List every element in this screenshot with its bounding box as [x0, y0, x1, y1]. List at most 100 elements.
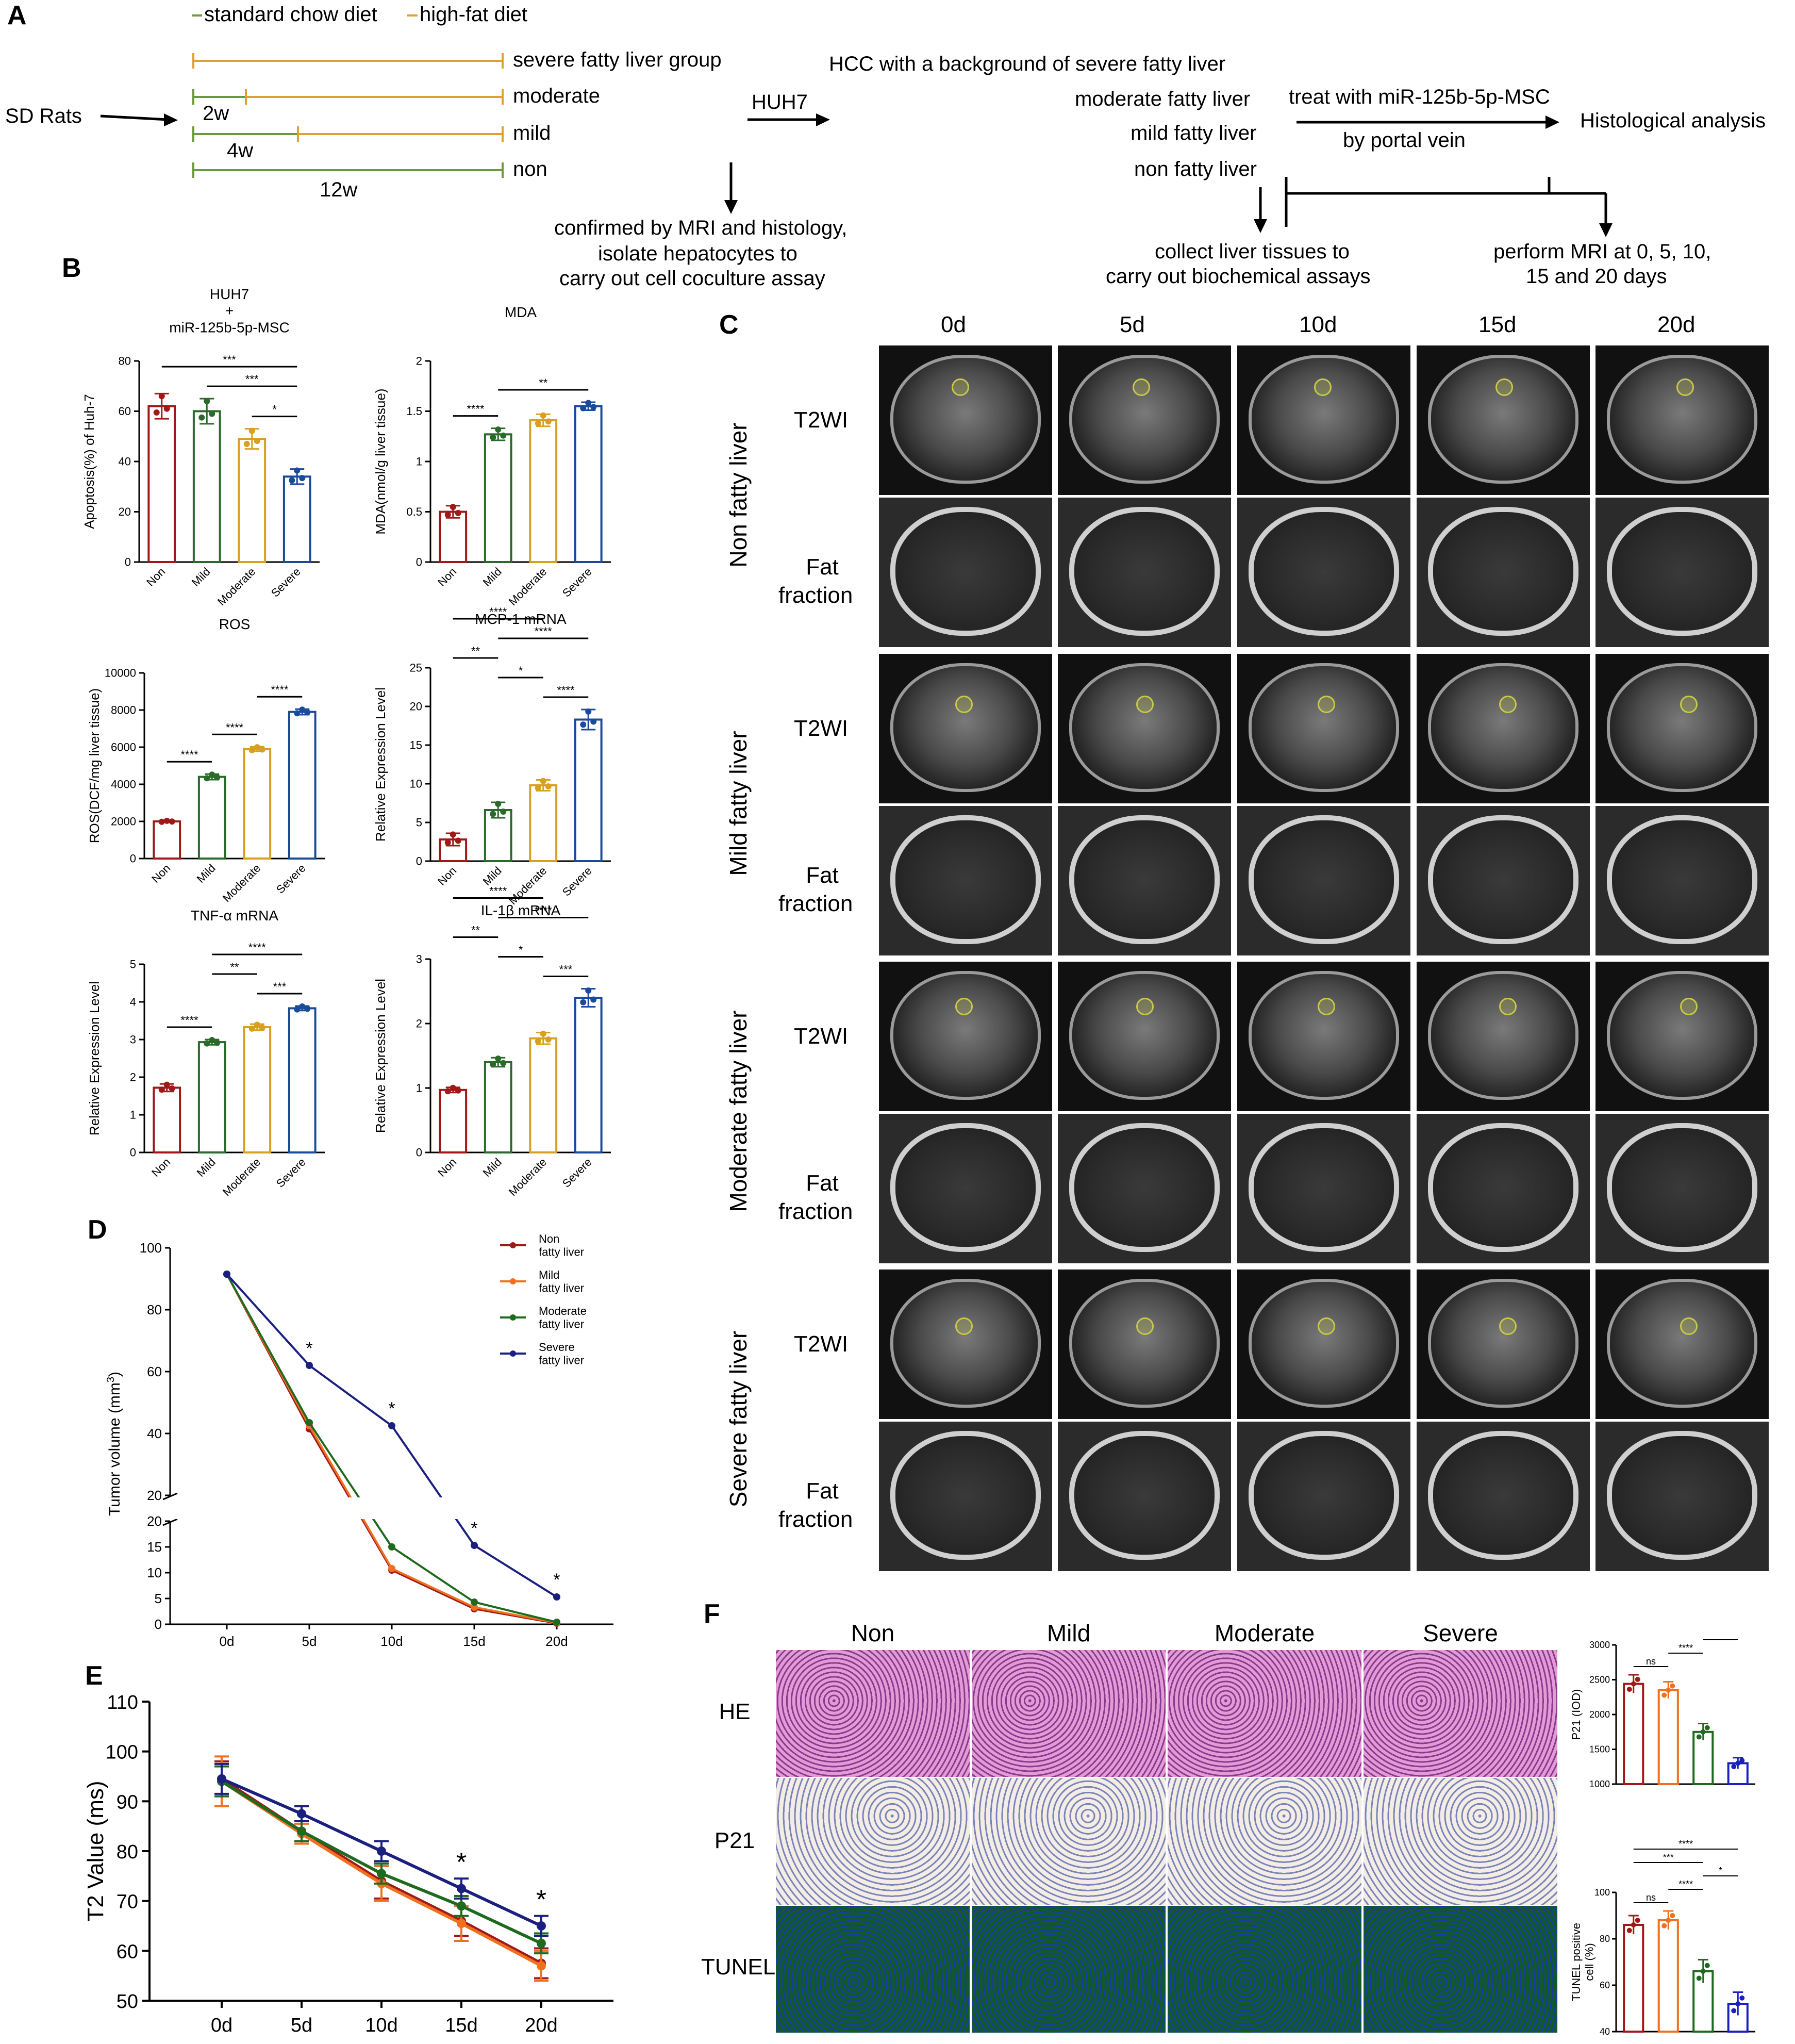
E-series-line — [221, 1780, 542, 1945]
E-x-tick-label: 0d — [211, 2015, 232, 2036]
E-sig-label: * — [536, 1885, 546, 1915]
B3-ylabel-line: ROS(DCF/mg liver tissue) — [87, 688, 102, 843]
right-mild: mild fatty liver — [1131, 122, 1257, 144]
B4-bar — [529, 784, 558, 862]
B1-y-tick-label: 40 — [119, 455, 131, 468]
E-point — [457, 1884, 466, 1893]
mri-fat-fraction-image — [1595, 1422, 1769, 1571]
B2-category-label: Moderate — [506, 565, 549, 608]
B1-sig-label: *** — [245, 373, 259, 386]
B2-category-label: Mild — [480, 565, 504, 589]
F2-dot — [1731, 2008, 1737, 2014]
histology-label: Histological analysis — [1580, 109, 1766, 132]
B5-y-tick-label: 2 — [130, 1071, 136, 1084]
histology-image — [972, 1650, 1166, 1777]
F2-bar — [1623, 1924, 1644, 2033]
B5-sig-label: **** — [180, 1014, 198, 1027]
histology-image — [1364, 1778, 1557, 1905]
D-legend-dot — [510, 1278, 516, 1284]
E-x-tick-label: 5d — [291, 2015, 312, 2036]
B5-dot — [248, 1025, 255, 1032]
B1-title-line: HUH7 — [210, 286, 249, 302]
legend-chow: standard chow diet — [204, 3, 377, 26]
D-ylabel: Tumor volume (mm3) — [105, 1372, 123, 1516]
B2-dot — [535, 420, 541, 426]
mri-t2wi-image — [1237, 654, 1410, 803]
B1-title: HUH7 + miR-125b-5p-MSC — [169, 286, 289, 335]
B3-dot — [259, 746, 265, 753]
B1-dot — [204, 398, 210, 404]
D-point — [306, 1419, 313, 1426]
mri-t2wi-image — [879, 1270, 1052, 1419]
histology-image — [1364, 1650, 1557, 1777]
mri-t2wi-image — [1595, 654, 1769, 803]
B1-ylabel-line: Apoptosis(%) of Huh-7 — [81, 394, 97, 529]
mri-fat-fraction-image — [1417, 806, 1590, 955]
F1-dot — [1670, 1683, 1675, 1689]
B6-dot — [500, 1060, 507, 1066]
B5-sig-label: ** — [230, 961, 239, 974]
B1-dot — [158, 393, 165, 400]
mri-fat-fraction-image — [1237, 806, 1410, 955]
F2-y-tick-label: 60 — [1600, 1980, 1610, 1990]
mri-t2wi-image — [1417, 654, 1590, 803]
B2-title: MDA — [505, 304, 537, 320]
B4-sig-label: **** — [535, 625, 553, 638]
panel-label-c: C — [719, 310, 739, 340]
B3-sig-label: **** — [271, 683, 289, 696]
B1-dot — [248, 427, 255, 434]
B6-dot — [490, 1061, 496, 1068]
mri-body — [1607, 971, 1757, 1100]
group-label: Non fatty liver — [725, 422, 752, 568]
B2-category-label: Severe — [560, 565, 594, 600]
F2-y-tick-label: 80 — [1600, 1934, 1610, 1944]
B6-sig-label: * — [519, 944, 523, 957]
B4-dot — [444, 839, 451, 846]
histology-image — [776, 1650, 970, 1777]
right-non: non fatty liver — [1134, 158, 1257, 180]
B4-ylabel: Relative Expression Level — [373, 687, 388, 842]
D-y-tick-label: 15 — [147, 1539, 162, 1555]
histology-image — [776, 1906, 970, 2033]
B6-dot — [590, 996, 597, 1003]
mri-body — [1428, 507, 1578, 636]
D-legend-label-line: fatty liver — [539, 1354, 584, 1366]
E-point — [297, 1809, 306, 1819]
B5-dot — [169, 1085, 175, 1092]
B4-dot — [585, 708, 592, 715]
F2-dot — [1696, 1975, 1702, 1981]
t2wi-label: T2WI — [794, 1331, 849, 1357]
B3-bar — [153, 820, 181, 860]
mri-body — [1607, 1279, 1757, 1408]
panel-e-chart: 50 60 70 80 90 100 110 0d 5d 10d 15d 20d T2 Value (m… — [83, 1692, 613, 2036]
D-point — [471, 1598, 478, 1606]
B3-category-label: Non — [149, 862, 173, 885]
B1-category-label: Severe — [269, 565, 303, 600]
F2-ylabel-line: cell (%) — [1583, 1943, 1595, 1981]
B1-y-tick-label: 20 — [119, 505, 131, 518]
mri-body — [1428, 1279, 1578, 1408]
D-y-tick-label: 5 — [155, 1591, 162, 1606]
mri-fat-fraction-image — [1417, 1114, 1590, 1263]
mri-fat-fraction-image — [1417, 1422, 1590, 1571]
D-point — [471, 1604, 478, 1611]
B4-y-tick-label: 15 — [410, 739, 422, 752]
B4-sig-label: * — [519, 664, 523, 677]
B4-sig-label: **** — [557, 684, 575, 697]
B1-sig-label: *** — [223, 353, 236, 366]
B6-bar — [484, 1061, 512, 1153]
B5-category-label: Moderate — [220, 1156, 263, 1198]
B6-sig-label: **** — [535, 904, 553, 917]
mri-body — [1069, 815, 1220, 944]
B4-y-tick-label: 0 — [416, 855, 422, 868]
mri-t2wi-image — [1417, 345, 1590, 495]
B6-y-tick-label: 0 — [416, 1146, 422, 1159]
B3-dot — [214, 774, 221, 781]
F2-dot — [1704, 1963, 1710, 1968]
D-legend-label-line: Mild — [539, 1268, 559, 1281]
mri-fat-fraction-image — [879, 1422, 1052, 1571]
mri-fat-fraction-image — [879, 498, 1052, 647]
D-point — [553, 1619, 560, 1626]
mri-fat-fraction-image — [1058, 1114, 1231, 1263]
B5-y-tick-label: 4 — [130, 996, 136, 1009]
